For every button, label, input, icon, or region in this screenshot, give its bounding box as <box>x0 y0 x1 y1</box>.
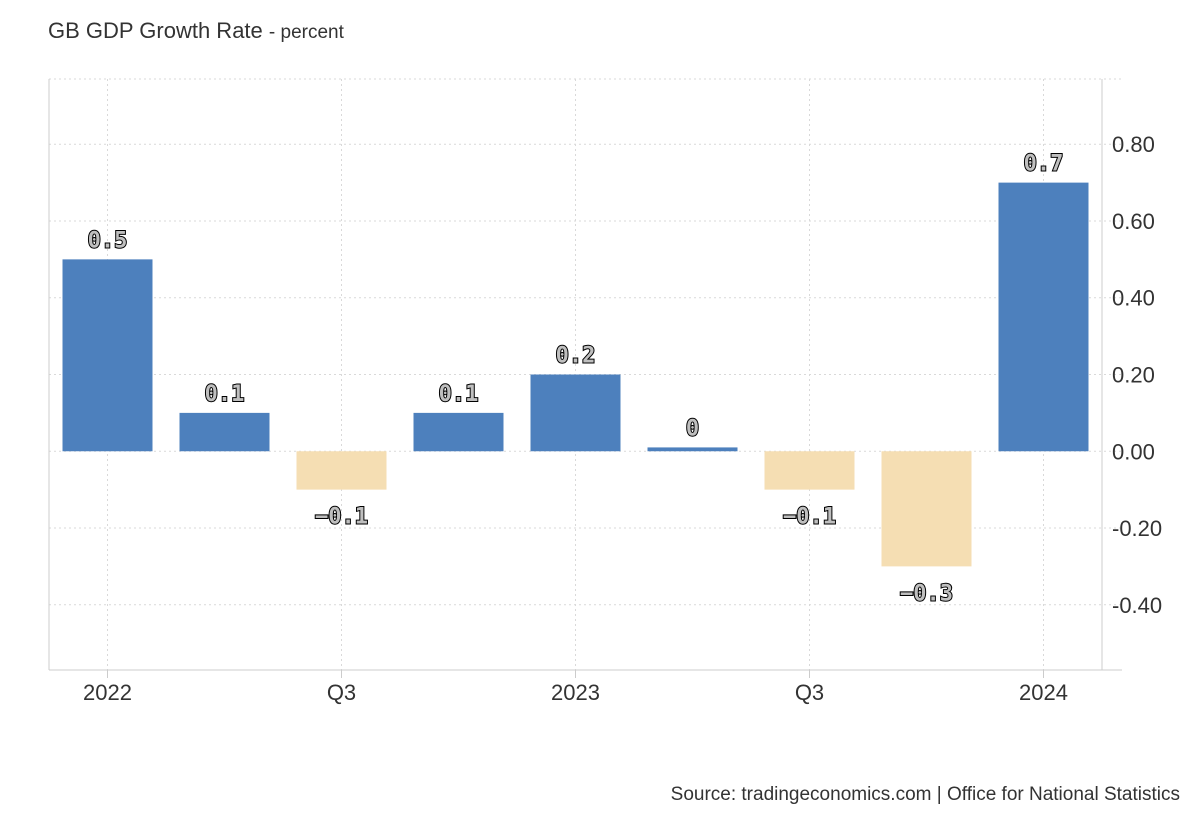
bar <box>297 451 387 489</box>
x-tick-label: 2023 <box>551 680 600 705</box>
bar <box>531 375 621 452</box>
bar-data-label: 0 <box>686 416 699 441</box>
x-tick-label: Q3 <box>327 680 356 705</box>
bar <box>882 451 972 566</box>
x-tick-label: 2022 <box>83 680 132 705</box>
x-tick-label: Q3 <box>795 680 824 705</box>
y-tick-label: 0.80 <box>1112 132 1155 157</box>
source-note: Source: tradingeconomics.com | Office fo… <box>671 784 1180 806</box>
bar <box>999 183 1089 452</box>
bar-data-label: 0.1 <box>205 382 245 407</box>
bar-data-label: 0.2 <box>556 344 596 369</box>
bar-data-label: −0.1 <box>783 505 836 530</box>
y-tick-label: 0.00 <box>1112 439 1155 464</box>
bar-data-label: −0.1 <box>315 505 368 530</box>
y-tick-label: 0.60 <box>1112 209 1155 234</box>
bar <box>63 259 153 451</box>
y-tick-label: -0.40 <box>1112 593 1162 618</box>
bar <box>414 413 504 451</box>
bar-data-label: 0.1 <box>439 382 479 407</box>
y-tick-label: 0.20 <box>1112 363 1155 388</box>
x-tick-label: 2024 <box>1019 680 1068 705</box>
y-tick-label: 0.40 <box>1112 286 1155 311</box>
bar <box>765 451 855 489</box>
bar-data-label: 0.5 <box>88 228 128 253</box>
bar-data-label: −0.3 <box>900 581 953 606</box>
y-tick-label: -0.20 <box>1112 516 1162 541</box>
bar-data-label: 0.7 <box>1024 152 1064 177</box>
bar <box>180 413 270 451</box>
bar <box>648 447 738 451</box>
